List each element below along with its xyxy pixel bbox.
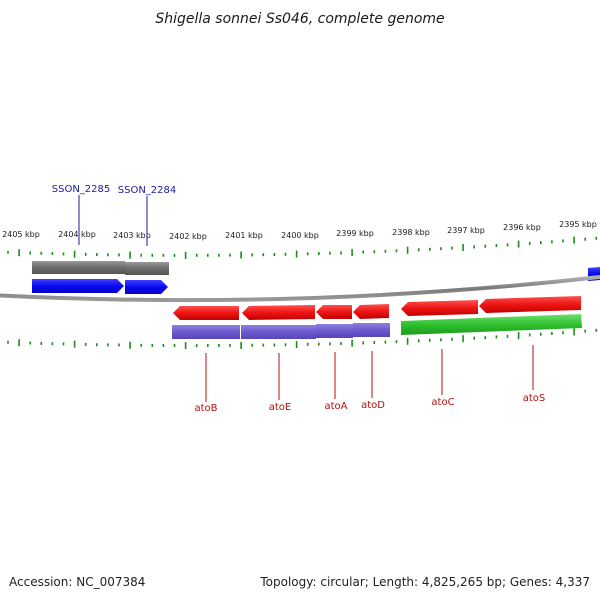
gene-block-purple[interactable] bbox=[316, 324, 353, 338]
gene-label-atoc[interactable]: atoC bbox=[431, 397, 454, 408]
gene-arrow-blue[interactable] bbox=[125, 280, 168, 294]
topology-summary-text: Topology: circular; Length: 4,825,265 bp… bbox=[259, 575, 590, 589]
kbp-label: 2401 kbp bbox=[225, 231, 263, 240]
inner-purple-track bbox=[172, 323, 390, 339]
gene-block-gray[interactable] bbox=[125, 262, 169, 275]
kbp-label: 2405 kbp bbox=[2, 230, 40, 239]
gene-arrow-red[interactable] bbox=[316, 305, 352, 319]
gene-label-atos[interactable]: atoS bbox=[523, 393, 546, 404]
outer-gray-track bbox=[32, 261, 169, 275]
gene-arrow-red[interactable] bbox=[479, 296, 581, 313]
bottom-tick-ruler bbox=[7, 328, 598, 350]
inner-red-track bbox=[173, 296, 581, 320]
kbp-label: 2403 kbp bbox=[113, 231, 151, 240]
kbp-label: 2399 kbp bbox=[336, 229, 374, 238]
kbp-label: 2404 kbp bbox=[58, 230, 96, 239]
gene-block-green[interactable] bbox=[401, 314, 582, 335]
kbp-label: 2397 kbp bbox=[447, 226, 485, 235]
bottom-gene-labels: atoB atoE atoA atoD atoC atoS bbox=[194, 345, 545, 414]
gene-label-atoe[interactable]: atoE bbox=[269, 402, 292, 413]
gene-block-purple[interactable] bbox=[172, 325, 240, 339]
kbp-label: 2402 kbp bbox=[169, 232, 207, 241]
kbp-label-group: 2405 kbp 2404 kbp 2403 kbp 2402 kbp 2401… bbox=[2, 220, 597, 241]
gene-label-sson-2285[interactable]: SSON_2285 bbox=[52, 184, 111, 195]
top-gene-labels: SSON_2285 SSON_2284 bbox=[52, 184, 177, 246]
kbp-label: 2396 kbp bbox=[503, 223, 541, 232]
gene-label-sson-2284[interactable]: SSON_2284 bbox=[118, 185, 177, 196]
map-title: Shigella sonnei Ss046, complete genome bbox=[155, 11, 444, 27]
gene-block-purple[interactable] bbox=[241, 325, 316, 339]
gene-arrow-red[interactable] bbox=[401, 300, 478, 316]
gene-block-gray[interactable] bbox=[32, 261, 125, 274]
gene-arrow-blue[interactable] bbox=[32, 279, 124, 293]
gene-label-atob[interactable]: atoB bbox=[194, 403, 217, 414]
gene-arrow-red[interactable] bbox=[242, 305, 315, 320]
gene-label-atod[interactable]: atoD bbox=[361, 400, 385, 411]
gene-block-purple[interactable] bbox=[353, 323, 390, 337]
gene-arrow-red[interactable] bbox=[353, 304, 389, 319]
genome-backbone bbox=[0, 275, 600, 303]
kbp-label: 2395 kbp bbox=[559, 220, 597, 229]
accession-text: Accession: NC_007384 bbox=[9, 575, 145, 589]
kbp-label: 2400 kbp bbox=[281, 231, 319, 240]
inner-green-track bbox=[401, 314, 582, 335]
top-tick-ruler bbox=[7, 236, 598, 259]
gene-label-atoa[interactable]: atoA bbox=[324, 401, 347, 412]
gene-arrow-red[interactable] bbox=[173, 306, 239, 320]
kbp-label: 2398 kbp bbox=[392, 228, 430, 237]
